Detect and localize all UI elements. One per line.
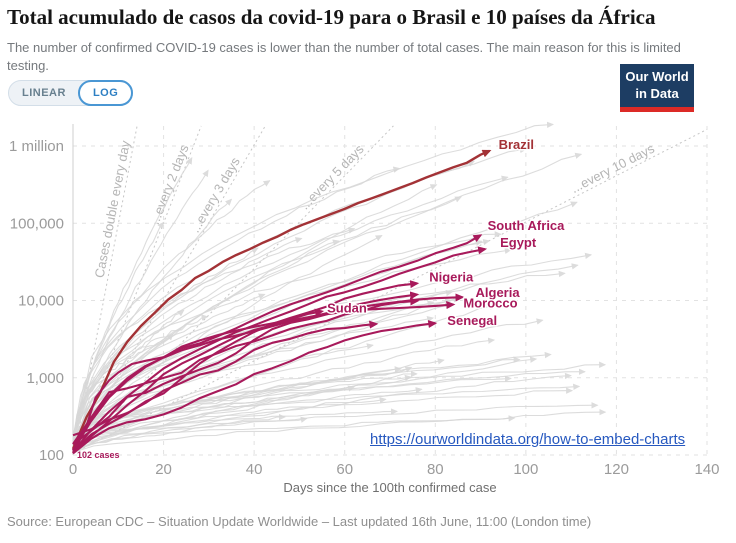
background-series-line [72, 169, 209, 443]
series-label-nigeria[interactable]: Nigeria [428, 268, 476, 286]
background-series-line [72, 385, 356, 449]
series-line-highlighted-unlabeled-2[interactable] [72, 297, 420, 454]
series-line-morocco[interactable] [72, 301, 456, 451]
background-series-line [72, 196, 463, 438]
y-tick-label: 1 million [9, 138, 64, 155]
series-label-sudan[interactable]: Sudan [326, 299, 369, 317]
background-series-line [72, 235, 383, 446]
owid-logo-line2: in Data [635, 85, 679, 101]
x-axis-title: Days since the 100th confirmed case [283, 480, 496, 495]
doubling-guide-label: ...every 3 days [187, 154, 243, 235]
background-series-line [72, 180, 271, 438]
background-series-line [72, 408, 398, 445]
x-tick-label: 0 [69, 461, 77, 478]
series-label-brazil[interactable]: Brazil [497, 135, 535, 153]
y-tick-label: 1,000 [26, 370, 64, 387]
owid-logo-line1: Our World [625, 69, 689, 84]
background-series-line [72, 239, 483, 438]
x-tick-label: 60 [336, 461, 353, 478]
background-series-line [72, 302, 453, 439]
source-note: Source: European CDC – Situation Update … [7, 514, 592, 529]
background-series-line [72, 358, 445, 453]
background-series-line [72, 368, 586, 440]
y-tick-label: 100 [39, 447, 64, 464]
series-line-south-africa[interactable] [72, 234, 483, 451]
linear-scale-button[interactable]: LINEAR [22, 87, 66, 99]
embed-charts-link[interactable]: https://ourworldindata.org/how-to-embed-… [370, 431, 686, 448]
series-label-egypt[interactable]: Egypt [499, 234, 539, 252]
background-series-line [72, 366, 413, 449]
background-series-line [72, 383, 581, 440]
series-label-morocco[interactable]: Morocco [462, 294, 519, 312]
background-series-line [72, 247, 259, 451]
background-series-line [72, 337, 496, 453]
background-series-line [72, 318, 544, 447]
x-tick-label: 140 [694, 461, 719, 478]
series-label-south-africa[interactable]: South Africa [486, 217, 567, 235]
scale-toggle: LINEAR LOG [8, 80, 134, 106]
background-series-line [72, 356, 538, 454]
series-label-algeria[interactable]: Algeria [474, 284, 522, 302]
x-tick-label: 80 [427, 461, 444, 478]
owid-logo-red-bar [620, 106, 694, 112]
doubling-guide-label: ...every 2 days [147, 142, 192, 227]
background-series-line [72, 227, 356, 445]
doubling-guide-label: Cases double every day [92, 139, 133, 279]
background-series-line [72, 247, 512, 451]
doubling-guides-layer: Cases double every day ...every 2 days...… [73, 125, 708, 454]
background-series-line [72, 152, 583, 443]
background-series-line [72, 402, 599, 448]
background-series-line [72, 201, 578, 444]
background-series-line [72, 372, 572, 452]
log-scale-button[interactable]: LOG [77, 80, 134, 106]
background-series-line [72, 314, 209, 439]
doubling-guide-line [74, 128, 708, 454]
series-line-sudan[interactable] [72, 308, 325, 454]
doubling-guide-label: ...every 10 days [568, 140, 657, 196]
owid-logo[interactable]: Our World in Data [620, 64, 694, 112]
series-line-brazil[interactable] [71, 149, 492, 450]
background-series-line [72, 121, 554, 445]
x-tick-label: 120 [604, 461, 629, 478]
line-chart: Days since the 100th confirmed case 1 mi… [9, 121, 720, 495]
highlighted-series-layer [71, 149, 492, 455]
background-series-line [72, 237, 303, 445]
chart-subtitle: The number of confirmed COVID-19 cases i… [7, 40, 681, 73]
series-line-senegal[interactable] [72, 320, 438, 455]
x-tick-label: 20 [155, 461, 172, 478]
background-series-line [72, 408, 607, 453]
series-line-highlighted-unlabeled-1[interactable] [72, 291, 420, 446]
background-series-line [72, 175, 509, 443]
y-tick-label: 10,000 [18, 293, 64, 310]
background-series-line [72, 370, 418, 443]
series-label-senegal[interactable]: Senegal [446, 312, 499, 330]
background-series-line [72, 298, 453, 440]
background-series-line [72, 184, 438, 445]
x-tick-label: 100 [513, 461, 538, 478]
background-series-line [72, 166, 401, 450]
doubling-guide-line [73, 125, 202, 453]
doubling-guide-line [73, 125, 266, 453]
background-series-line [72, 198, 233, 443]
x-tick-label: 40 [246, 461, 263, 478]
background-series-line [72, 387, 423, 442]
y-tick-label: 100,000 [10, 215, 64, 232]
background-series-line [72, 415, 516, 451]
start-cases-annotation: 102 cases [77, 450, 120, 460]
chart-title: Total acumulado de casos da covid-19 par… [7, 5, 656, 29]
series-line-highlighted-unlabeled-3[interactable] [72, 320, 379, 437]
